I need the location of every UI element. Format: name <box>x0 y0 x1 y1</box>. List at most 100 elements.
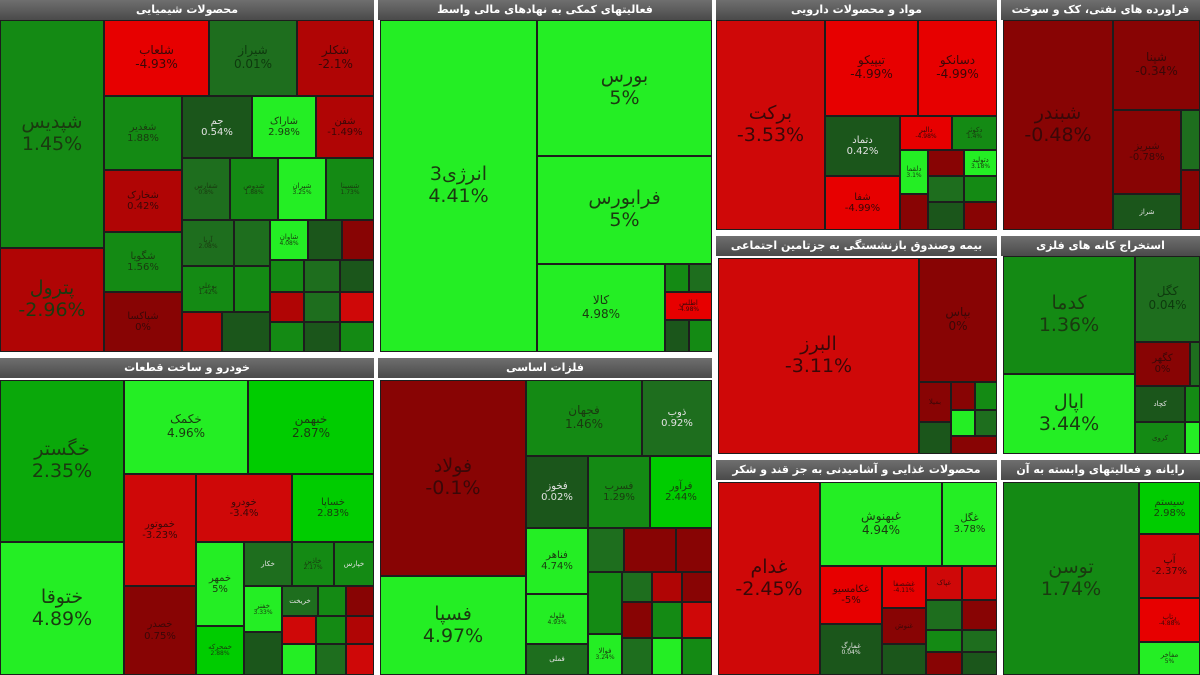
stock-tile[interactable]: شاراک 2.98% <box>252 96 316 158</box>
stock-tile-small[interactable] <box>234 266 270 312</box>
stock-tile[interactable]: فملی <box>526 644 588 675</box>
stock-tile[interactable]: غشصفا -4.11% <box>882 566 926 608</box>
stock-tile-small[interactable] <box>304 322 340 352</box>
stock-tile[interactable]: بوعلی 1.42% <box>182 266 234 312</box>
stock-tile[interactable]: خگستر 2.35% <box>0 380 124 542</box>
stock-tile[interactable]: شگویا 1.56% <box>104 232 182 292</box>
stock-tile[interactable]: شغدیر 1.88% <box>104 96 182 170</box>
stock-tile-small[interactable] <box>926 600 962 630</box>
stock-tile-small[interactable] <box>346 644 374 675</box>
stock-tile-small[interactable] <box>588 528 624 572</box>
stock-tile-small[interactable] <box>928 202 964 230</box>
stock-tile[interactable]: خفنر 3.33% <box>244 586 282 632</box>
stock-tile[interactable]: کگهر 0% <box>1135 342 1190 386</box>
stock-tile-small[interactable] <box>919 422 951 454</box>
stock-tile-small[interactable] <box>622 602 652 638</box>
stock-tile[interactable]: شپاکسا 0% <box>104 292 182 352</box>
stock-tile[interactable]: فجهان 1.46% <box>526 380 642 456</box>
stock-tile[interactable]: اطلس -4.98% <box>665 292 712 320</box>
stock-tile[interactable]: کروی <box>1135 422 1185 454</box>
stock-tile-small[interactable] <box>1181 110 1200 170</box>
stock-tile-small[interactable] <box>588 572 622 634</box>
stock-tile-small[interactable] <box>900 194 928 230</box>
stock-tile[interactable]: شکلر -2.1% <box>297 20 374 96</box>
stock-tile[interactable]: فولاد -0.1% <box>380 380 526 576</box>
stock-tile[interactable]: فسرب 1.29% <box>588 456 650 528</box>
stock-tile[interactable]: شلعاب -4.93% <box>104 20 209 96</box>
stock-tile-small[interactable] <box>222 312 270 352</box>
stock-tile[interactable]: غکامسیو -5% <box>820 566 882 624</box>
stock-tile-small[interactable] <box>270 292 304 322</box>
stock-tile-small[interactable] <box>270 260 304 292</box>
stock-tile[interactable]: غمارگ 0.04% <box>820 624 882 675</box>
stock-tile[interactable]: شدوص 1.88% <box>230 158 278 220</box>
stock-tile[interactable]: غبهنوش 4.94% <box>820 482 942 566</box>
stock-tile-small[interactable] <box>962 566 997 600</box>
stock-tile-small[interactable] <box>676 528 712 572</box>
stock-tile-small[interactable] <box>962 652 997 675</box>
stock-tile[interactable]: بمیلا <box>919 382 951 422</box>
stock-tile[interactable]: کدما 1.36% <box>1003 256 1135 374</box>
stock-tile-small[interactable] <box>962 600 997 630</box>
stock-tile[interactable]: شفارس 0.8% <box>182 158 230 220</box>
stock-tile[interactable]: دتماد 0.42% <box>825 116 900 176</box>
stock-tile[interactable]: دسانکو -4.99% <box>918 20 997 116</box>
stock-tile-small[interactable] <box>689 264 712 292</box>
stock-tile[interactable]: فوالا 3.24% <box>588 634 622 675</box>
stock-tile-small[interactable] <box>624 528 676 572</box>
stock-tile-small[interactable] <box>346 586 374 616</box>
stock-tile[interactable]: توسن 1.74% <box>1003 482 1139 675</box>
stock-tile[interactable]: آپ -2.37% <box>1139 534 1200 598</box>
stock-tile-small[interactable] <box>282 644 316 675</box>
stock-tile[interactable]: خکار <box>244 542 292 586</box>
stock-tile-small[interactable] <box>346 616 374 644</box>
stock-tile[interactable]: شیران 3.25% <box>278 158 326 220</box>
stock-tile-small[interactable] <box>665 320 689 352</box>
stock-tile-small[interactable] <box>1181 170 1200 230</box>
stock-tile-small[interactable] <box>1185 386 1200 422</box>
stock-tile[interactable]: آریا 2.08% <box>182 220 234 266</box>
stock-tile[interactable]: شبندر -0.48% <box>1003 20 1113 230</box>
stock-tile[interactable]: شسینا 1.73% <box>326 158 374 220</box>
stock-tile[interactable]: کگل 0.04% <box>1135 256 1200 342</box>
stock-tile-small[interactable] <box>652 572 682 602</box>
stock-tile[interactable]: شپنا -0.34% <box>1113 20 1200 110</box>
stock-tile[interactable]: انرژی3 4.41% <box>380 20 537 352</box>
stock-tile-small[interactable] <box>962 630 997 652</box>
stock-tile-small[interactable] <box>318 586 346 616</box>
stock-tile[interactable]: برکت -3.53% <box>716 20 825 230</box>
stock-tile[interactable]: دلقما 3.1% <box>900 150 928 194</box>
stock-tile[interactable]: غگل 3.78% <box>942 482 997 566</box>
stock-tile-small[interactable] <box>951 410 975 436</box>
stock-tile[interactable]: کالا 4.98% <box>537 264 665 352</box>
stock-tile-small[interactable] <box>928 176 964 202</box>
stock-tile-small[interactable] <box>665 264 689 292</box>
stock-tile-small[interactable] <box>682 638 712 675</box>
stock-tile-small[interactable] <box>182 312 222 352</box>
stock-tile[interactable]: اپال 3.44% <box>1003 374 1135 454</box>
stock-tile-small[interactable] <box>926 652 962 675</box>
stock-tile[interactable]: البرز -3.11% <box>718 258 919 454</box>
stock-tile-small[interactable] <box>340 322 374 352</box>
stock-tile[interactable]: خپارس <box>334 542 374 586</box>
stock-tile-small[interactable] <box>652 602 682 638</box>
stock-tile[interactable]: ختوقا 4.89% <box>0 542 124 675</box>
stock-tile[interactable]: دتولید 3.18% <box>964 150 997 176</box>
stock-tile-small[interactable] <box>316 644 346 675</box>
stock-tile-small[interactable] <box>316 616 346 644</box>
stock-tile[interactable]: خمهر 5% <box>196 542 244 626</box>
stock-tile[interactable]: خاذین 2.17% <box>292 542 334 586</box>
stock-tile[interactable]: فسپا 4.97% <box>380 576 526 675</box>
stock-tile[interactable]: خودرو -3.4% <box>196 474 292 542</box>
stock-tile[interactable]: بپاس 0% <box>919 258 997 382</box>
stock-tile[interactable]: رتاپ -4.88% <box>1139 598 1200 642</box>
stock-tile[interactable]: دکوثر 1.4% <box>952 116 997 150</box>
stock-tile[interactable]: کچاد <box>1135 386 1185 422</box>
stock-tile[interactable]: بورس 5% <box>537 20 712 156</box>
stock-tile[interactable]: سیستم 2.98% <box>1139 482 1200 534</box>
stock-tile[interactable]: غدام -2.45% <box>718 482 820 675</box>
stock-tile[interactable]: ذوب 0.92% <box>642 380 712 456</box>
stock-tile[interactable]: شراز <box>1113 194 1181 230</box>
stock-tile[interactable]: شفا -4.99% <box>825 176 900 230</box>
stock-tile[interactable]: شبریز -0.78% <box>1113 110 1181 194</box>
